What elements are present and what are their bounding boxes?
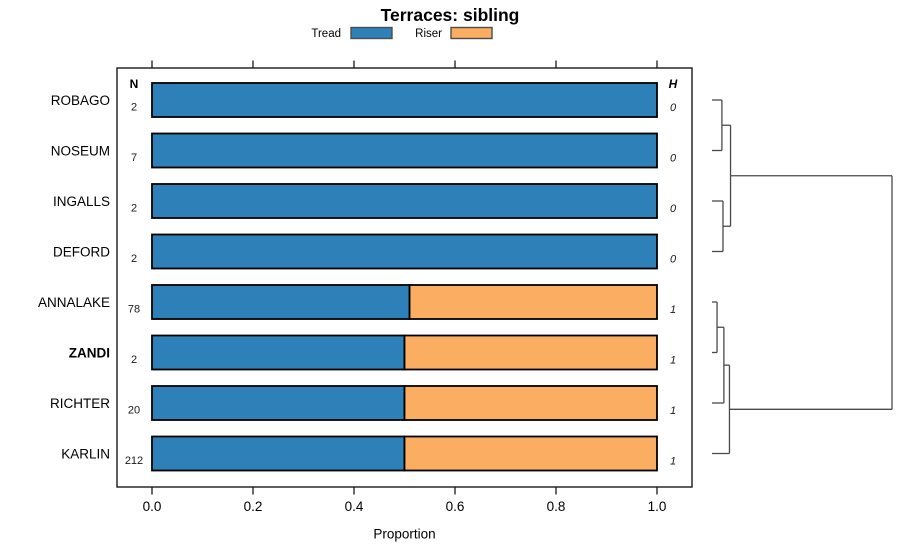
bar-segment-tread-annalake <box>151 284 411 320</box>
h-value-ingalls: 0 <box>670 203 677 215</box>
legend-label-tread: Tread <box>311 28 341 40</box>
bar-segment-riser-annalake <box>408 284 658 320</box>
chart-title: Terraces: sibling <box>381 5 520 25</box>
y-label-noseum: NOSEUM <box>51 143 110 158</box>
n-value-richter: 20 <box>128 405 140 417</box>
bar-segment-tread-deford <box>151 233 658 270</box>
x-tick-label-0.2: 0.2 <box>244 499 263 514</box>
h-values-column: 0 0 0 0 1 1 1 1 <box>670 102 677 468</box>
n-value-robago: 2 <box>131 102 137 114</box>
x-tick-label-0.6: 0.6 <box>446 499 465 514</box>
y-label-zandi: ZANDI <box>69 345 110 360</box>
h-value-annalake: 1 <box>670 304 676 316</box>
x-tick-label-0.8: 0.8 <box>547 499 566 514</box>
y-label-ingalls: INGALLS <box>53 194 110 209</box>
h-value-karlin: 1 <box>670 456 676 468</box>
legend-swatch-riser <box>450 26 493 40</box>
y-label-robago: ROBAGO <box>51 93 110 108</box>
legend: Tread Riser <box>311 26 493 40</box>
x-axis: 0.0 0.2 0.4 0.6 0.8 1.0 <box>143 60 667 514</box>
n-value-deford: 2 <box>131 253 137 265</box>
h-value-deford: 0 <box>670 254 677 266</box>
bar-segment-tread-zandi <box>151 334 406 371</box>
y-label-karlin: KARLIN <box>61 446 110 461</box>
bar-segment-tread-ingalls <box>151 183 658 219</box>
y-label-annalake: ANNALAKE <box>38 295 110 310</box>
bars-layer <box>151 82 658 472</box>
bar-segment-riser-richter <box>403 385 658 421</box>
x-tick-label-0.0: 0.0 <box>143 499 162 514</box>
x-tick-label-1.0: 1.0 <box>648 499 667 514</box>
y-label-deford: DEFORD <box>53 244 110 259</box>
n-column-header: N <box>130 77 139 91</box>
h-value-zandi: 1 <box>670 355 676 367</box>
h-value-noseum: 0 <box>670 153 677 165</box>
y-axis-labels: ROBAGO NOSEUM INGALLS DEFORD ANNALAKE ZANDI RI… <box>38 93 110 461</box>
bar-segment-tread-karlin <box>151 435 406 472</box>
n-value-karlin: 212 <box>125 455 143 467</box>
legend-label-riser: Riser <box>415 28 442 40</box>
x-axis-title: Proportion <box>373 527 435 542</box>
legend-swatch-tread <box>350 26 393 40</box>
bar-segment-riser-karlin <box>403 435 658 472</box>
n-value-annalake: 78 <box>128 304 140 316</box>
plot-frame <box>116 67 693 488</box>
n-value-ingalls: 2 <box>131 203 137 215</box>
dendrogram <box>712 99 893 455</box>
n-value-zandi: 2 <box>131 354 137 366</box>
bar-segment-tread-noseum <box>151 132 658 169</box>
h-value-richter: 1 <box>670 405 676 417</box>
bar-segment-riser-zandi <box>403 334 658 371</box>
h-value-robago: 0 <box>670 102 677 114</box>
bar-segment-tread-robago <box>151 82 658 118</box>
n-value-noseum: 7 <box>131 152 137 164</box>
n-values-column: 2 7 2 2 78 2 20 212 <box>125 102 143 468</box>
h-column-header: H <box>669 77 678 91</box>
bar-segment-tread-richter <box>151 385 406 421</box>
y-label-richter: RICHTER <box>50 396 110 411</box>
x-tick-label-0.4: 0.4 <box>345 499 364 514</box>
